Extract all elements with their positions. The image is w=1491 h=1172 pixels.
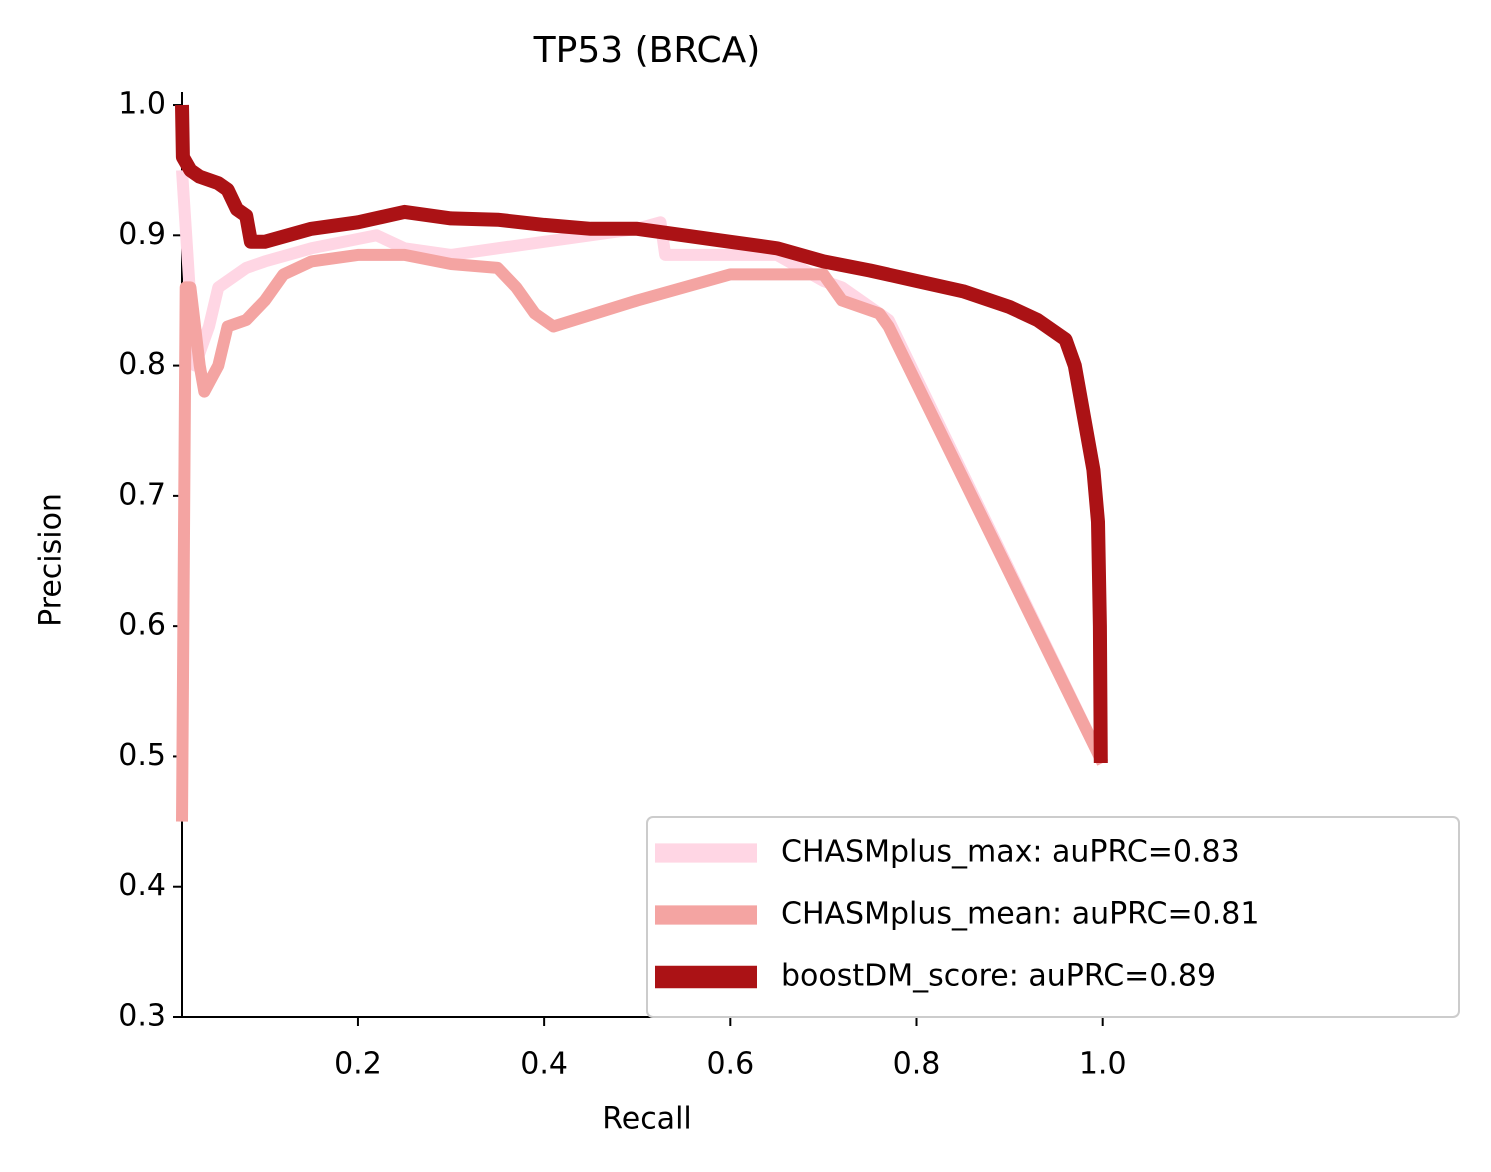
y-tick-label: 1.0: [118, 87, 166, 122]
x-tick-label: 1.0: [1079, 1047, 1127, 1082]
y-tick-label: 0.4: [118, 868, 166, 903]
y-tick-label: 0.8: [118, 347, 166, 382]
y-tick-label: 0.7: [118, 477, 166, 512]
y-tick-label: 0.6: [118, 608, 166, 643]
legend-box: [646, 816, 1460, 1018]
y-tick-label: 0.3: [118, 999, 166, 1034]
legend-label: CHASMplus_mean: auPRC=0.81: [781, 897, 1259, 932]
y-tick-label: 0.9: [118, 217, 166, 252]
x-axis-label: Recall: [602, 1102, 692, 1137]
x-tick-label: 0.4: [520, 1047, 568, 1082]
chart-title: TP53 (BRCA): [533, 30, 761, 71]
series-line: [175, 104, 1108, 764]
legend: CHASMplus_max: auPRC=0.83 CHASMplus_mean:…: [646, 816, 1460, 1018]
x-tick-label: 0.6: [706, 1047, 754, 1082]
x-tick-label: 0.2: [334, 1047, 382, 1082]
legend-label: boostDM_score: auPRC=0.89: [781, 959, 1216, 994]
y-axis-label: Precision: [34, 493, 69, 627]
legend-label: CHASMplus_max: auPRC=0.83: [781, 835, 1240, 870]
series-line: [176, 248, 1109, 822]
x-tick-label: 0.8: [893, 1047, 941, 1082]
y-tick-label: 0.5: [118, 738, 166, 773]
